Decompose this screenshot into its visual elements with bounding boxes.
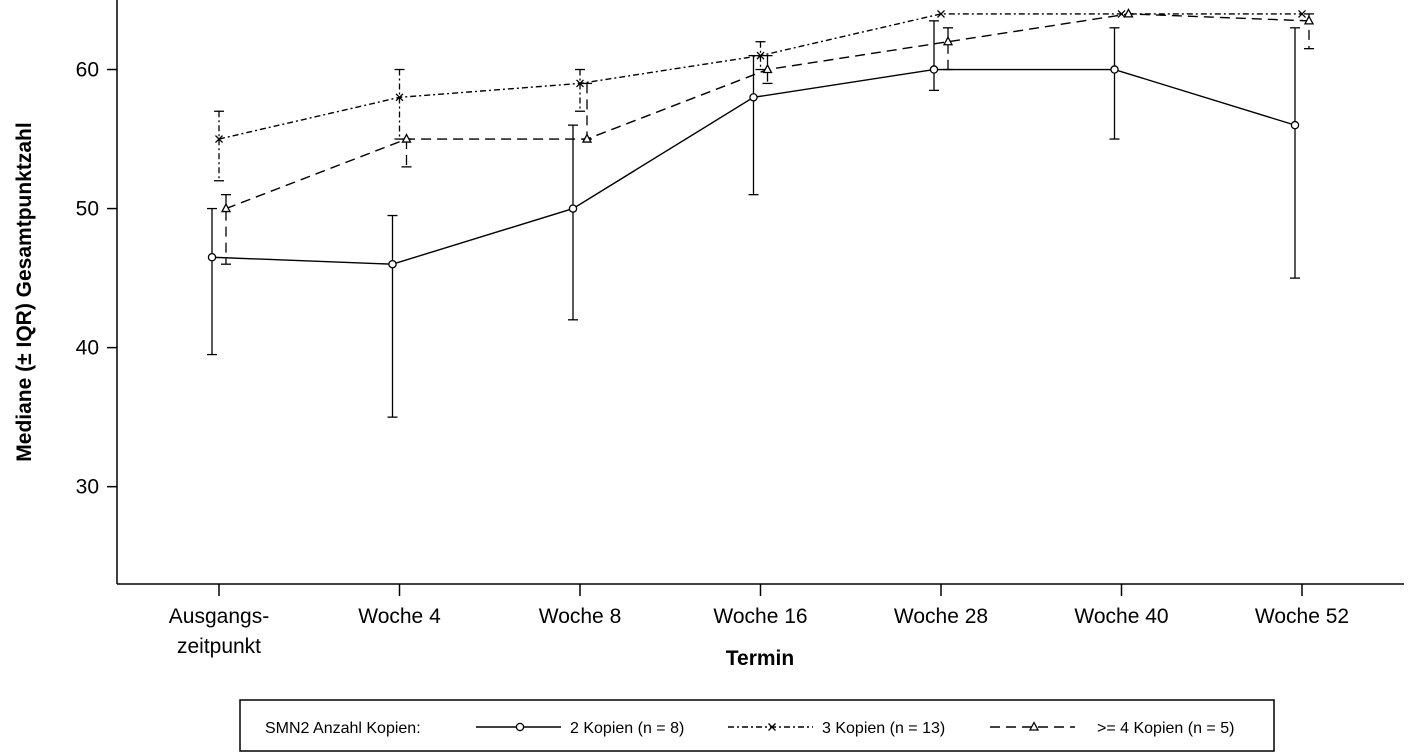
data-point bbox=[215, 135, 223, 144]
data-point-stroke-b bbox=[1117, 9, 1126, 18]
data-point-stroke-b bbox=[576, 79, 584, 88]
data-point bbox=[942, 35, 954, 46]
data-point bbox=[929, 65, 939, 74]
y-tick-label: 60 bbox=[76, 59, 99, 82]
x-tick-label: Woche 8 bbox=[539, 605, 622, 628]
data-point bbox=[1117, 9, 1126, 18]
y-axis-title: Mediane (± IQR) Gesamtpunktzahl bbox=[13, 122, 36, 461]
x-tick-label: Woche 28 bbox=[894, 605, 988, 628]
plot-area: 30 40 50 60 Ausgangs-zeitpunkt Woche 4 Woche … bbox=[76, 0, 1404, 658]
data-point bbox=[1110, 65, 1119, 74]
legend-label: >= 4 Kopien (n = 5) bbox=[1097, 720, 1234, 737]
series-circle bbox=[207, 20, 1300, 418]
data-point-stroke-b bbox=[395, 93, 404, 102]
y-ticks: 30 40 50 60 bbox=[76, 59, 117, 499]
series-line bbox=[225, 13, 1310, 210]
data-point bbox=[749, 93, 758, 102]
legend-title: SMN2 Anzahl Kopien: bbox=[265, 720, 421, 737]
y-tick-label: 50 bbox=[76, 198, 99, 221]
data-point bbox=[937, 9, 945, 18]
series-layer bbox=[207, 8, 1315, 418]
data-point bbox=[1303, 14, 1315, 25]
series-x bbox=[214, 9, 1306, 182]
legend-marker-circle bbox=[515, 722, 525, 732]
data-point bbox=[568, 204, 578, 213]
data-point-stroke-b bbox=[756, 51, 765, 60]
legend-box bbox=[239, 699, 1275, 752]
data-point-stroke-b bbox=[937, 9, 945, 18]
x-tick-label: Woche 16 bbox=[713, 605, 807, 628]
data-point bbox=[207, 252, 217, 262]
data-point-stroke-b bbox=[215, 135, 223, 144]
x-tick-label: zeitpunkt bbox=[177, 635, 261, 658]
legend-marker-x-stroke-b bbox=[768, 723, 776, 731]
legend-marker-x bbox=[768, 723, 776, 731]
x-tick-label: Woche 52 bbox=[1255, 605, 1349, 628]
legend-label: 3 Kopien (n = 13) bbox=[822, 720, 945, 737]
series-line bbox=[218, 13, 1302, 140]
legend: SMN2 Anzahl Kopien: 2 Kopien (n = 8) 3 Ko… bbox=[239, 699, 1275, 752]
y-tick-label: 40 bbox=[76, 337, 99, 360]
data-point bbox=[576, 79, 584, 88]
data-point-stroke-b bbox=[1298, 9, 1306, 18]
data-point bbox=[1290, 120, 1300, 130]
x-tick-label: Woche 40 bbox=[1074, 605, 1168, 628]
data-point bbox=[756, 51, 765, 60]
x-tick-label: Woche 4 bbox=[358, 605, 441, 628]
legend-marker-triangle bbox=[1028, 721, 1040, 731]
data-point bbox=[762, 63, 773, 74]
data-point bbox=[581, 133, 593, 143]
x-ticks: Ausgangs-zeitpunkt Woche 4 Woche 8 Woche 16… bbox=[169, 584, 1349, 658]
data-point bbox=[388, 259, 397, 269]
legend-items: 2 Kopien (n = 8) 3 Kopien (n = 13) >= 4 Ko… bbox=[476, 720, 1234, 737]
series-triangle bbox=[220, 8, 1315, 265]
data-point bbox=[395, 93, 404, 102]
data-point bbox=[220, 202, 232, 213]
x-tick-label: Ausgangs- bbox=[169, 605, 269, 628]
data-point bbox=[401, 133, 412, 143]
data-point bbox=[1298, 9, 1306, 18]
x-axis-title: Termin bbox=[726, 647, 794, 670]
y-tick-label: 30 bbox=[76, 476, 99, 499]
legend-label: 2 Kopien (n = 8) bbox=[570, 720, 684, 737]
data-point bbox=[1123, 8, 1134, 18]
